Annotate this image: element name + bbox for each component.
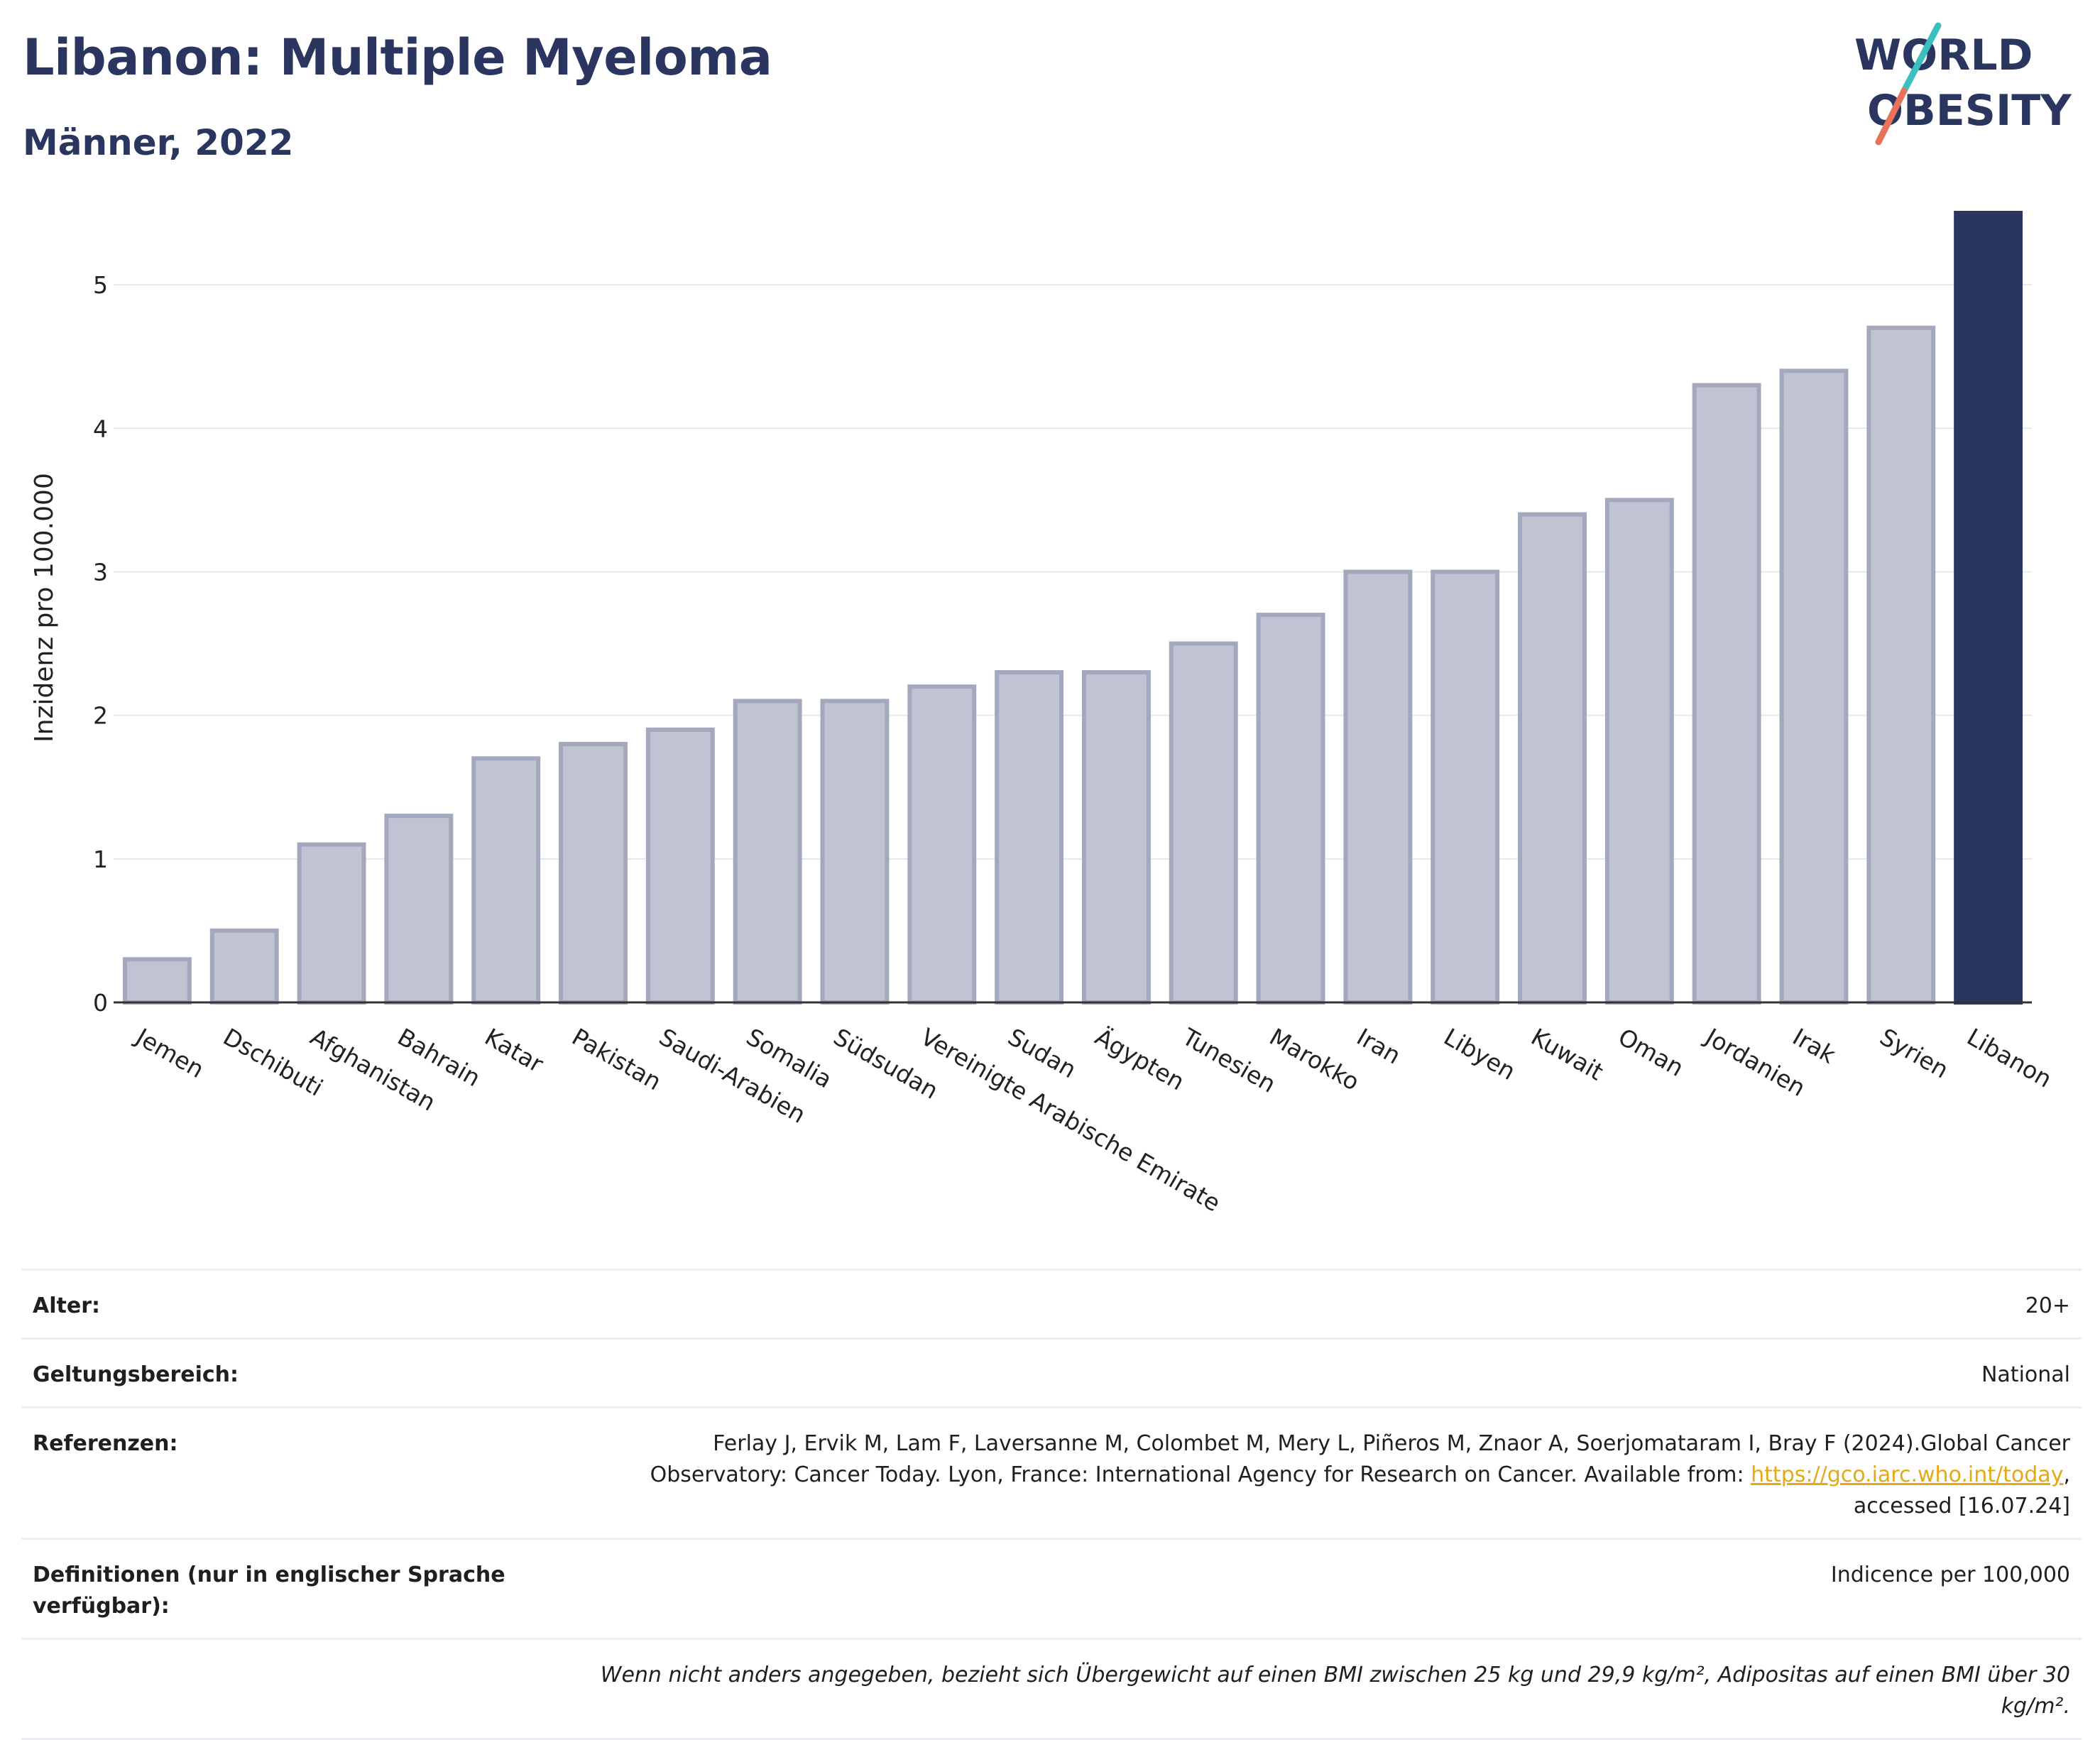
bar-vereinigte-arabische-emirate[interactable] — [907, 684, 977, 1005]
bar-sudan[interactable] — [995, 669, 1064, 1005]
y-tick-labels: 0 1 2 3 4 5 — [93, 271, 108, 1017]
y-tick-label: 3 — [93, 558, 108, 586]
metadata-table: Alter: 20+ Geltungsbereich: National Ref… — [21, 1269, 2082, 1740]
bar-saudi-arabien[interactable] — [645, 727, 715, 1005]
x-tick-label: Saudi-Arabien — [655, 1023, 811, 1129]
scope-value: National — [1981, 1362, 2070, 1387]
references-value: Ferlay J, Ervik M, Lam F, Laversanne M, … — [579, 1428, 2070, 1522]
x-tick-label: Jemen — [130, 1022, 209, 1083]
references-text: Ferlay J, Ervik M, Lam F, Laversanne M, … — [650, 1431, 2070, 1487]
bar-jordanien[interactable] — [1692, 383, 1761, 1005]
bar-katar[interactable] — [471, 756, 541, 1005]
y-tick-label: 2 — [93, 702, 108, 730]
x-tick-label: Irak — [1788, 1023, 1842, 1070]
bars — [122, 211, 2023, 1005]
meta-row-definitions: Definitionen (nur in englischer Sprache … — [21, 1538, 2082, 1638]
page-title: Libanon: Multiple Myeloma — [23, 28, 772, 87]
x-tick-label: Libyen — [1439, 1023, 1520, 1085]
bar-bahrain[interactable] — [384, 814, 454, 1005]
x-tick-label: Marokko — [1265, 1023, 1365, 1096]
meta-row-note: Wenn nicht anders angegeben, bezieht sic… — [21, 1638, 2082, 1740]
bar-chart: 0 1 2 3 4 5 Jemen DschibutiAfghanistanBahrainK… — [30, 211, 2057, 1218]
x-tick-label: Oman — [1614, 1023, 1688, 1082]
x-tick-label: Pakistan — [567, 1023, 666, 1096]
references-label: Referenzen: — [33, 1431, 178, 1456]
bar-afghanistan[interactable] — [297, 842, 366, 1005]
references-suffix: , accessed [16.07.24] — [1853, 1462, 2070, 1519]
x-tick-label: Libanon — [1962, 1023, 2057, 1093]
obesity-note: Wenn nicht anders angegeben, bezieht sic… — [600, 1663, 2070, 1719]
meta-row-references: Referenzen: Ferlay J, Ervik M, Lam F, La… — [21, 1406, 2082, 1538]
bar-somalia[interactable] — [733, 699, 802, 1005]
definitions-label: Definitionen (nur in englischer Sprache … — [33, 1563, 505, 1619]
bar-marokko[interactable] — [1256, 613, 1325, 1005]
y-tick-label: 4 — [93, 415, 108, 442]
logo-line1: WORLD — [1854, 31, 2033, 80]
x-tick-label: Syrien — [1875, 1023, 1953, 1084]
x-tick-label: Katar — [480, 1023, 548, 1078]
y-tick-label: 5 — [93, 271, 108, 299]
x-tick-label: Dschibuti — [219, 1023, 328, 1102]
bar-iran[interactable] — [1343, 569, 1413, 1005]
references-link[interactable]: https://gco.iarc.who.int/today — [1751, 1462, 2064, 1487]
x-tick-label: Ägypten — [1090, 1023, 1189, 1096]
bar-ägypten[interactable] — [1081, 669, 1151, 1005]
bar-libanon[interactable] — [1954, 211, 2023, 1005]
definitions-value: Indicence per 100,000 — [1830, 1563, 2070, 1587]
logo-slash-coral — [1875, 87, 1908, 146]
page-subtitle: Männer, 2022 — [23, 122, 294, 163]
world-obesity-logo: WORLD OBESITY — [1854, 22, 2072, 146]
age-label: Alter: — [33, 1293, 100, 1318]
bar-syrien[interactable] — [1866, 325, 1936, 1005]
x-tick-label: Jordanien — [1700, 1022, 1810, 1102]
x-tick-label: Iran — [1352, 1023, 1405, 1070]
scope-label: Geltungsbereich: — [33, 1362, 239, 1387]
x-tick-label: Kuwait — [1526, 1023, 1608, 1086]
y-tick-label: 0 — [93, 989, 108, 1017]
bar-kuwait[interactable] — [1518, 512, 1587, 1005]
bar-jemen[interactable] — [122, 957, 192, 1005]
logo-slash-teal — [1901, 22, 1942, 94]
meta-row-age: Alter: 20+ — [21, 1269, 2082, 1337]
bar-südsudan[interactable] — [820, 699, 890, 1005]
x-tick-label: Tunesien — [1177, 1022, 1281, 1098]
meta-row-scope: Geltungsbereich: National — [21, 1337, 2082, 1406]
bar-libyen[interactable] — [1431, 569, 1500, 1005]
x-tick-label: Vereinigte Arabische Emirate — [916, 1023, 1225, 1218]
bar-dschibuti[interactable] — [209, 928, 279, 1005]
bar-tunesien[interactable] — [1169, 641, 1238, 1005]
y-axis-title: Inzidenz pro 100.000 — [30, 473, 59, 743]
y-tick-label: 1 — [93, 846, 108, 873]
age-value: 20+ — [2025, 1293, 2070, 1318]
bar-oman[interactable] — [1604, 498, 1674, 1005]
bar-pakistan[interactable] — [559, 742, 628, 1005]
bar-irak[interactable] — [1779, 368, 1849, 1005]
